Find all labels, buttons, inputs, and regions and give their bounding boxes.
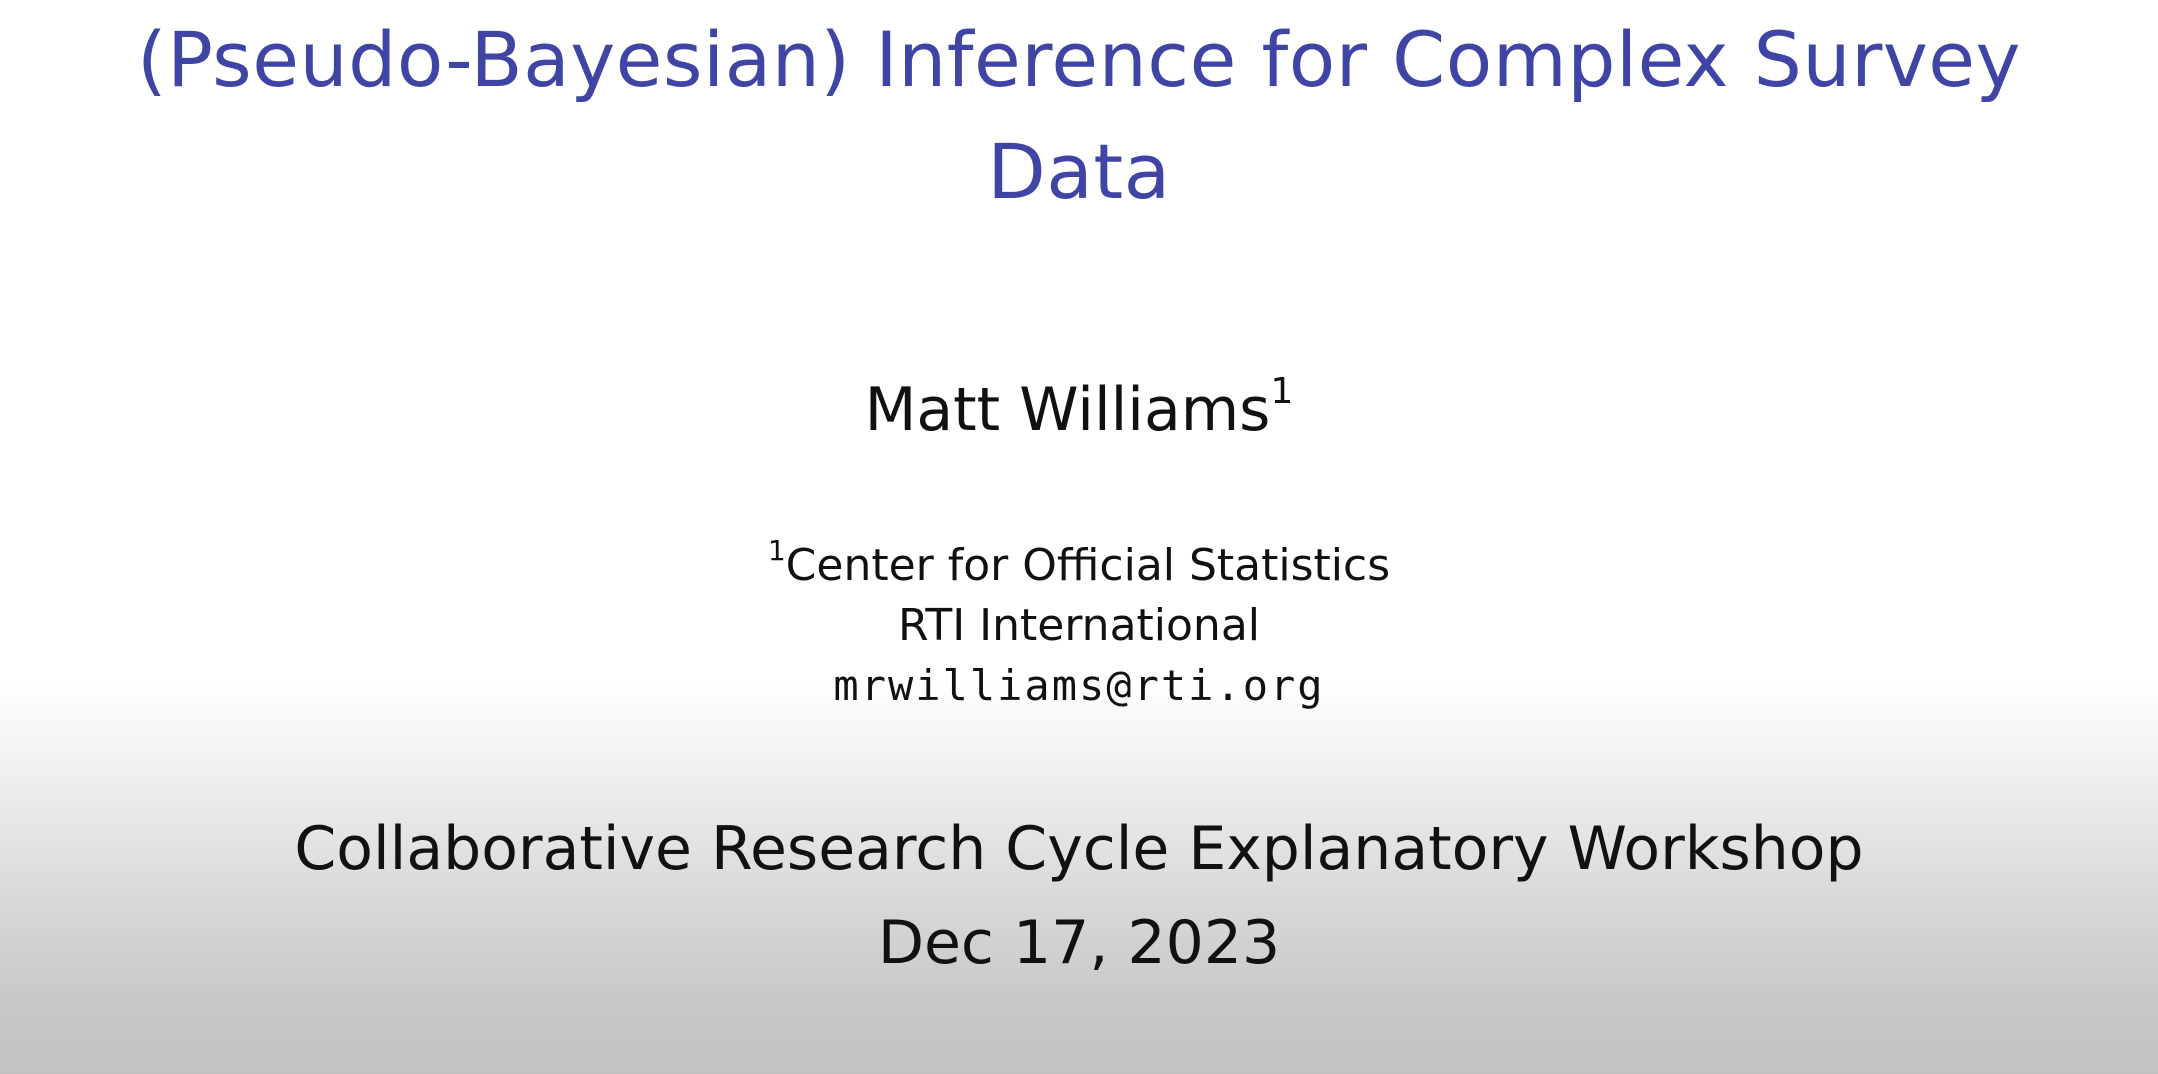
event-date: Dec 17, 2023 bbox=[877, 908, 1281, 978]
event-info: Collaborative Research Cycle Explanatory… bbox=[0, 802, 2158, 990]
affiliation-marker: 1 bbox=[767, 534, 786, 568]
author-email: mrwilliams@rti.org bbox=[833, 661, 1325, 710]
affiliation-organization: RTI International bbox=[897, 600, 1261, 651]
affiliation-center: Center for Official Statistics bbox=[785, 540, 1391, 591]
author: Matt Williams1 bbox=[0, 372, 2158, 448]
slide-title-line-1: (Pseudo-Bayesian) Inference for Complex … bbox=[136, 15, 2022, 104]
affiliation: 1Center for Official Statistics RTI Inte… bbox=[0, 536, 2158, 716]
author-name: Matt Williams bbox=[864, 375, 1271, 445]
author-affiliation-marker: 1 bbox=[1270, 371, 1294, 412]
event-name: Collaborative Research Cycle Explanatory… bbox=[294, 814, 1864, 884]
slide-title: (Pseudo-Bayesian) Inference for Complex … bbox=[0, 4, 2158, 228]
slide-title-line-2: Data bbox=[987, 127, 1171, 216]
affiliation-line-1: 1Center for Official Statistics bbox=[0, 536, 2158, 596]
